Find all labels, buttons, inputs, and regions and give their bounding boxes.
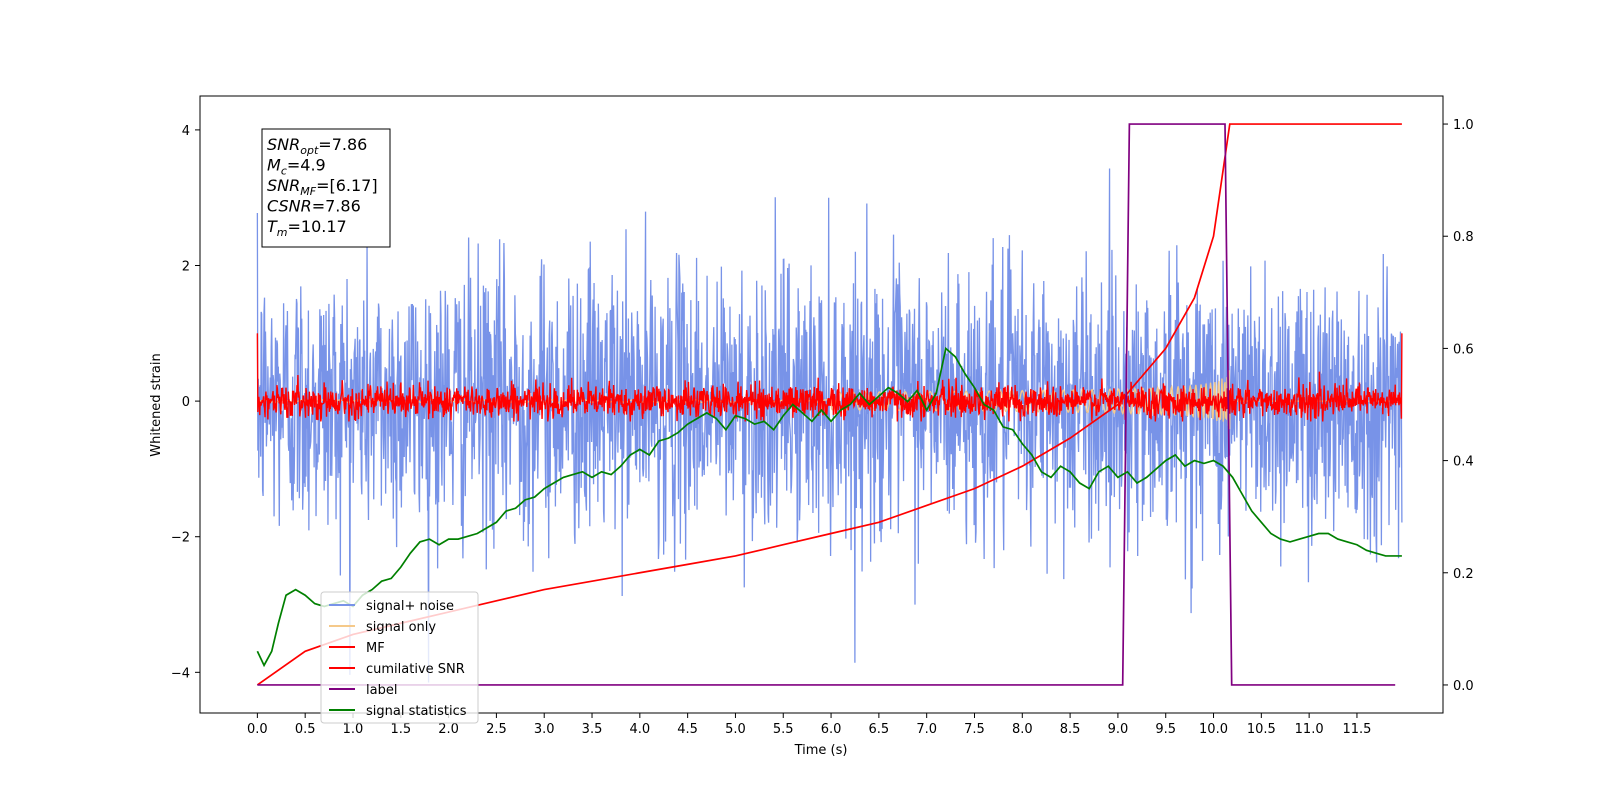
label-line	[257, 123, 1396, 686]
signal-noise-line	[256, 168, 1403, 683]
y2-tick-label: 0.0	[1453, 679, 1474, 694]
x-tick-label: 4.0	[629, 722, 650, 737]
y2-tick-label: 1.0	[1453, 118, 1474, 133]
x-tick-label: 3.0	[534, 722, 555, 737]
x-tick-label: 9.5	[1155, 722, 1176, 737]
annotation-line: Tm=10.17	[267, 217, 347, 239]
x-tick-label: 11.5	[1342, 722, 1371, 737]
legend-entry: label	[366, 683, 397, 698]
x-tick-label: 6.0	[821, 722, 842, 737]
x-tick-label: 7.5	[964, 722, 985, 737]
annotation-frame	[261, 128, 391, 248]
x-tick-label: 9.0	[1108, 722, 1129, 737]
x-tick-label: 6.5	[869, 722, 890, 737]
y2-tick-label: 0.6	[1453, 342, 1474, 357]
parameter-annotation-box: SNRopt=7.86Mc=4.9SNRMF=[6.17]CSNR=7.86Tm…	[261, 128, 391, 248]
x-tick-label: 4.5	[677, 722, 698, 737]
y-tick-label: −2	[171, 531, 190, 546]
y-axis-label: Whitened strain	[149, 353, 164, 456]
legend-entry: signal only	[366, 620, 436, 635]
legend-entry: MF	[366, 641, 385, 656]
x-tick-label: 1.0	[343, 722, 364, 737]
y-tick-label: 2	[182, 260, 190, 275]
x-tick-label: 10.5	[1247, 722, 1276, 737]
signal-statistics-line	[256, 346, 1402, 668]
y2-tick-label: 0.8	[1453, 230, 1474, 245]
y-tick-label: −4	[171, 666, 190, 681]
annotation-line: SNRopt=7.86	[267, 135, 367, 157]
x-tick-label: 5.5	[773, 722, 794, 737]
mf-line	[256, 333, 1403, 422]
x-tick-label: 11.0	[1295, 722, 1324, 737]
legend: signal+ noise signal only MF cumilative SNR…	[320, 591, 479, 724]
legend-entry: signal statistics	[366, 704, 467, 719]
x-tick-label: 3.5	[582, 722, 603, 737]
y-tick-label: 4	[182, 124, 190, 139]
x-tick-label: 0.0	[247, 722, 268, 737]
legend-frame	[320, 591, 479, 724]
legend-entry: signal+ noise	[366, 599, 454, 614]
x-tick-label: 2.0	[438, 722, 459, 737]
x-tick-label: 8.5	[1060, 722, 1081, 737]
x-tick-label: 2.5	[486, 722, 507, 737]
axes-frame	[199, 95, 1444, 714]
x-tick-label: 8.0	[1012, 722, 1033, 737]
y2-tick-label: 0.4	[1453, 455, 1474, 470]
annotation-line: SNRMF=[6.17]	[267, 176, 378, 198]
x-tick-label: 5.0	[725, 722, 746, 737]
y2-tick-label: 0.2	[1453, 567, 1474, 582]
annotation-line: CSNR=7.86	[267, 197, 361, 216]
x-tick-label: 1.5	[390, 722, 411, 737]
y-axis-left: 4 2 0 −2 −4	[171, 124, 200, 681]
x-tick-label: 0.5	[295, 722, 316, 737]
y-tick-label: 0	[182, 395, 190, 410]
x-axis-label: Time (s)	[794, 743, 848, 758]
x-axis: 0.0 0.5 1.0 1.5 2.0 2.5 3.0 3.5 4.0 4.5 5.0 5.5 6.0 6…	[247, 713, 1371, 737]
legend-entry: cumilative SNR	[366, 662, 465, 677]
y-axis-right: 0.0 0.2 0.4 0.6 0.8 1.0	[1443, 118, 1474, 694]
x-tick-label: 7.0	[916, 722, 937, 737]
x-tick-label: 10.0	[1199, 722, 1228, 737]
annotation-line: Mc=4.9	[267, 156, 326, 178]
